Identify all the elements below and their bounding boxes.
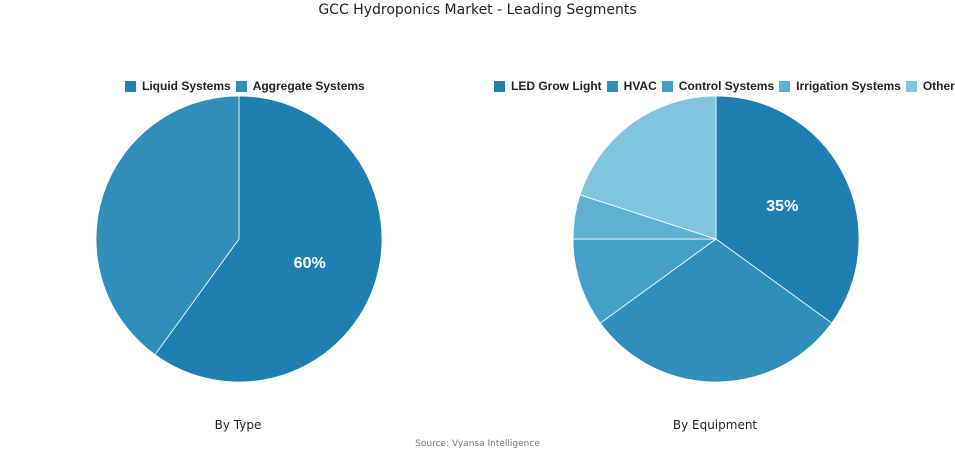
pie-slice-others[interactable] xyxy=(579,95,717,240)
pie-slice-control-systems[interactable] xyxy=(572,238,718,324)
source-note: Source: Vyansa Intelligence xyxy=(415,439,540,449)
caption-by-type: By Type xyxy=(214,418,262,432)
legend-swatch xyxy=(235,80,247,92)
caption-by-equipment: By Equipment xyxy=(672,418,758,432)
chart-title: GCC Hydroponics Market - Leading Segment… xyxy=(318,2,637,18)
legend-item-irrigation-systems[interactable]: Irrigation Systems xyxy=(779,79,901,93)
data-label-liquid-systems: 60% xyxy=(294,255,326,272)
pie-slice-led-grow-light[interactable] xyxy=(715,95,860,324)
legend-item-liquid-systems[interactable]: Liquid Systems xyxy=(125,79,231,93)
pie-by-equipment: 35% xyxy=(572,95,860,383)
pie-slice-hvac[interactable] xyxy=(599,238,833,383)
legend-swatch xyxy=(661,80,673,92)
legend-item-led-grow-light[interactable]: LED Grow Light xyxy=(494,79,602,93)
legend-by-type: Liquid Systems Aggregate Systems xyxy=(125,79,365,93)
pie-slice-liquid-systems[interactable] xyxy=(154,95,383,383)
legend-label: Aggregate Systems xyxy=(252,79,365,93)
legend-label: Liquid Systems xyxy=(142,79,231,93)
legend-swatch xyxy=(125,80,136,92)
legend-swatch xyxy=(905,80,917,92)
legend-label: HVAC xyxy=(623,79,657,93)
legend-label: Others xyxy=(922,79,955,93)
legend-label: Control Systems xyxy=(678,79,775,93)
legend-swatch xyxy=(494,80,505,92)
legend-swatch xyxy=(779,80,791,92)
pie-slice-aggregate-systems[interactable] xyxy=(95,95,240,356)
legend-item-control-systems[interactable]: Control Systems xyxy=(661,79,775,93)
legend-by-equipment: LED Grow Light HVAC Control Systems Irri… xyxy=(494,79,955,93)
legend-label: Irrigation Systems xyxy=(796,79,901,93)
legend-item-hvac[interactable]: HVAC xyxy=(606,79,657,93)
pie-by-type: 60% xyxy=(95,95,383,383)
data-label-led-grow-light: 35% xyxy=(766,198,798,215)
legend-item-aggregate-systems[interactable]: Aggregate Systems xyxy=(235,79,365,93)
legend-swatch xyxy=(606,80,618,92)
legend-item-others[interactable]: Others xyxy=(905,79,955,93)
legend-label: LED Grow Light xyxy=(511,79,602,93)
